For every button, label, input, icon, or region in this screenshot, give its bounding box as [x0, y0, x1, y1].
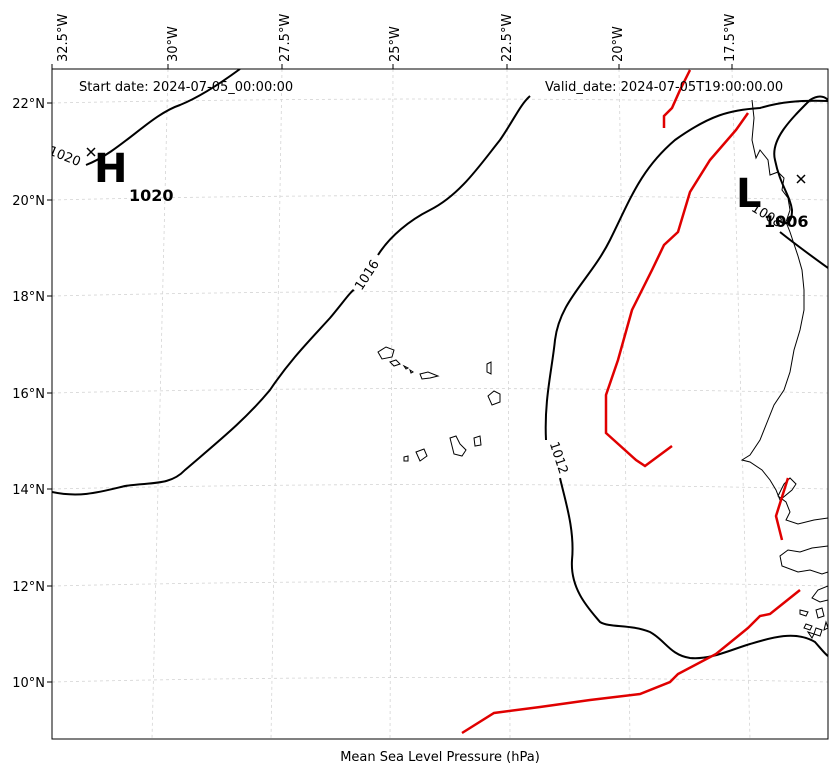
front-main — [604, 112, 750, 468]
low-pressure-value: 1006 — [764, 212, 809, 231]
high-center-cross-icon — [86, 147, 96, 157]
pressure-centers: H 1020 L 1006 — [94, 146, 809, 231]
cape-verde-santiago — [449, 435, 467, 457]
lat-label-10n: 10°N — [12, 676, 45, 691]
low-pressure-letter: L — [736, 171, 762, 217]
bijagos-islands — [799, 607, 828, 639]
parallel-12n — [52, 581, 828, 587]
lat-label-14n: 14°N — [12, 483, 45, 498]
parallel-16n — [52, 388, 828, 394]
valid-date-label: Valid_date: 2024-07-05T19:00:00.00 — [545, 80, 783, 95]
lon-label-17.5w: 17.5°W — [723, 14, 738, 62]
lon-label-30w: 30°W — [166, 26, 181, 62]
isobar-1016 — [52, 95, 531, 496]
meridian-27.5w — [270, 69, 283, 739]
parallel-20n — [52, 195, 828, 201]
center-markers — [86, 147, 806, 184]
high-pressure-value: 1020 — [129, 186, 174, 205]
cape-verde-boa-vista — [487, 390, 501, 406]
lat-label-20n: 20°N — [12, 194, 45, 209]
longitude-axis: 32.5°W 30°W 27.5°W 25°W 22.5°W 20°W 17.5… — [51, 14, 738, 69]
cape-verde-brava — [403, 455, 409, 462]
isobar-1008 — [773, 95, 828, 269]
lon-label-32.5w: 32.5°W — [56, 14, 71, 62]
front-north-segment — [662, 69, 692, 128]
lat-label-22n: 22°N — [12, 97, 45, 112]
parallel-14n — [52, 484, 828, 490]
parallel-18n — [52, 291, 828, 297]
front-coastal — [774, 477, 790, 541]
lat-label-12n: 12°N — [12, 580, 45, 595]
lon-label-27.5w: 27.5°W — [278, 14, 293, 62]
cape-verde-fogo — [415, 448, 428, 462]
high-pressure-letter: H — [94, 146, 127, 192]
lat-label-16n: 16°N — [12, 387, 45, 402]
isobar-label-1012: 1012 — [546, 440, 570, 476]
parallel-10n — [52, 677, 828, 683]
lon-label-25w: 25°W — [388, 26, 403, 62]
cape-verde-sal — [486, 361, 492, 375]
cape-verde-maio — [473, 435, 482, 447]
fronts — [461, 69, 801, 735]
graticule — [52, 69, 828, 739]
map-frame — [51, 68, 829, 740]
isobars — [52, 69, 828, 660]
meridian-20w — [618, 69, 631, 739]
lon-label-20w: 20°W — [611, 26, 626, 62]
map-caption: Mean Sea Level Pressure (hPa) — [340, 750, 540, 765]
lat-label-18n: 18°N — [12, 290, 45, 305]
meridian-30w — [151, 69, 169, 739]
low-center-cross-icon — [796, 174, 806, 184]
cape-verde-sao-vicente — [389, 359, 401, 367]
isobar-1012 — [544, 99, 828, 660]
front-southern — [461, 589, 801, 735]
cape-verde-santo-antao — [377, 346, 395, 360]
start-date-label: Start date: 2024-07-05_00:00:00 — [79, 80, 293, 95]
meridian-22.5w — [506, 69, 511, 739]
parallel-22n — [52, 98, 828, 104]
cape-verde-sao-nicolau — [419, 371, 440, 380]
lon-label-22.5w: 22.5°W — [500, 14, 515, 62]
meridian-25w — [389, 69, 394, 739]
isobar-1020 — [85, 69, 241, 166]
coastlines — [377, 99, 828, 639]
cape-verde-santa-luzia — [402, 364, 414, 374]
latitude-axis: 22°N 20°N 18°N 16°N 14°N 12°N 10°N — [12, 97, 52, 691]
